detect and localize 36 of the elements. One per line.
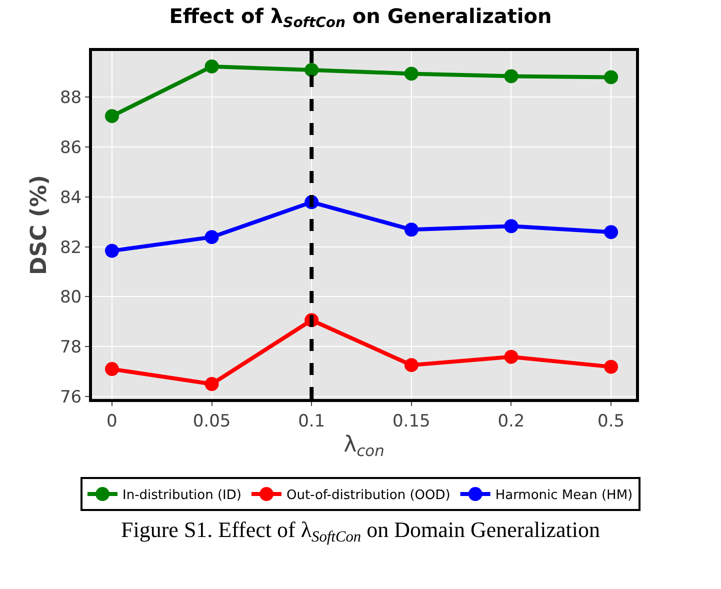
x-tick-label: 0.05 [192,411,231,432]
point [104,244,119,258]
point [104,109,119,124]
point [504,350,518,364]
x-tick-label: 0.1 [298,411,326,432]
x-axis-title: λ$_{con}$ [344,432,384,460]
point [604,70,618,84]
point [504,219,518,234]
x-tick-label: 0.15 [392,411,430,432]
legend-label: Out-of-distribution (OOD) [286,488,450,504]
y-axis-title: DSC (%) [26,174,52,276]
point [304,62,319,77]
x-tick-label: 0 [106,411,118,432]
y-tick-label: 88 [60,88,82,108]
legend-label: Harmonic Mean (HM) [495,488,633,504]
chart-title: Effect of λ$_{SoftCon}$ on Generalization [169,4,552,32]
legend-label: In-distribution (ID) [122,488,242,504]
point [404,66,418,81]
x-tick-label: 0.2 [498,411,525,432]
caption: Figure S1. Effect of λ$_{SoftCon}$ on Domain Generalization [121,517,600,546]
x-tick-label: 0.5 [598,411,625,432]
y-tick-label: 80 [60,288,82,308]
y-tick-label: 76 [60,387,82,408]
point [204,230,219,244]
point [504,69,518,84]
point [404,358,418,372]
y-tick-label: 78 [60,338,82,358]
point [104,362,119,376]
point [404,222,418,237]
y-tick-label: 82 [60,238,82,258]
point [604,360,618,374]
y-tick-label: 86 [60,138,82,158]
y-tick-label: 84 [60,188,82,208]
point [604,225,618,240]
point [204,377,219,392]
point [204,59,219,74]
